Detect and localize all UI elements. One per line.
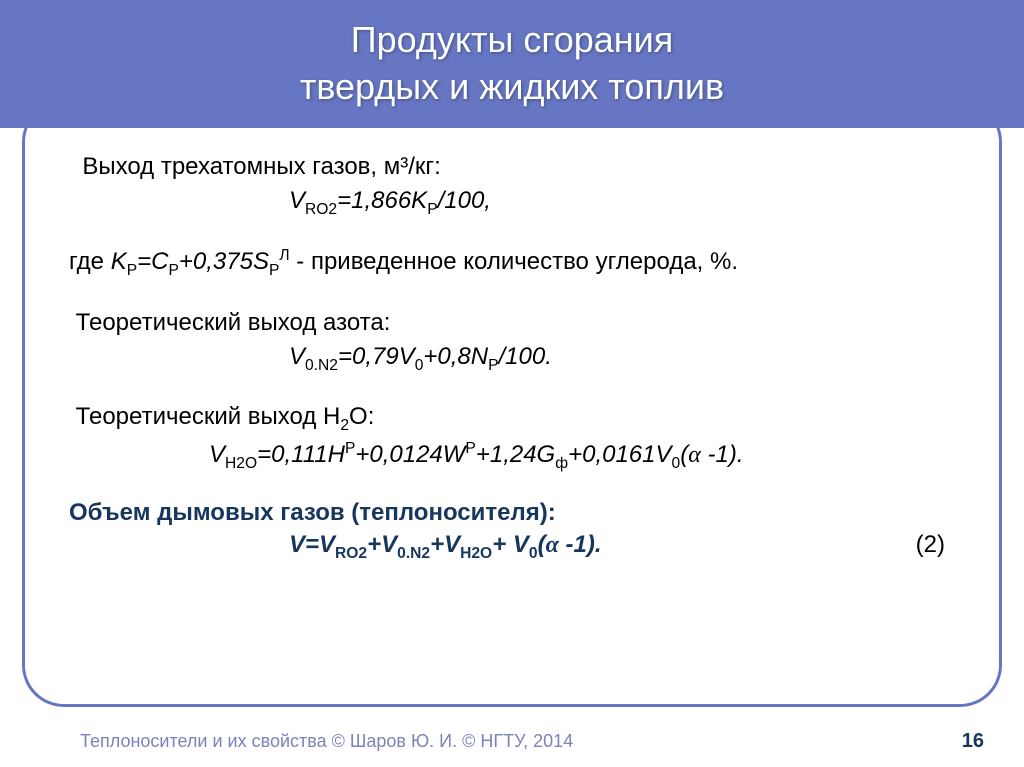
formula-h2o: VH2O=0,111HР+0,0124WР+1,24Gф+0,0161V0(α …: [69, 440, 955, 473]
line-flue-gas-label: Объем дымовых газов (теплоносителя):: [69, 499, 955, 527]
line-nitrogen-label: Теоретический выход азота:: [69, 307, 955, 339]
line-triatomic-label: Выход трехатомных газов, м³/кг:: [69, 151, 955, 183]
footer-copyright: Теплоносители и их свойства © Шаров Ю. И…: [80, 731, 573, 752]
page-number: 16: [962, 730, 984, 753]
formula-n2: V0.N2=0,79V0+0,8NР/100.: [69, 343, 955, 375]
line-kp-definition: где KР=СР+0,375SРЛ - приведенное количес…: [69, 245, 955, 281]
slide: Выход трехатомных газов, м³/кг: VRO2=1,8…: [0, 0, 1024, 767]
line-h2o-label: Теоретический выход H2O:: [69, 401, 955, 436]
formula-vro2: VRO2=1,866KР/100,: [69, 187, 955, 219]
title-banner: Продукты сгораниятвердых и жидких топлив: [0, 0, 1024, 128]
footer: Теплоносители и их свойства © Шаров Ю. И…: [0, 730, 1024, 753]
content-box: Выход трехатомных газов, м³/кг: VRO2=1,8…: [22, 100, 1002, 707]
slide-title: Продукты сгораниятвердых и жидких топлив: [300, 17, 724, 111]
formula-total-row: V=VRO2+V0.N2+VH2O+ V0(α -1). (2): [69, 531, 955, 563]
equation-number: (2): [916, 531, 955, 559]
formula-total: V=VRO2+V0.N2+VH2O+ V0(α -1).: [69, 531, 916, 563]
